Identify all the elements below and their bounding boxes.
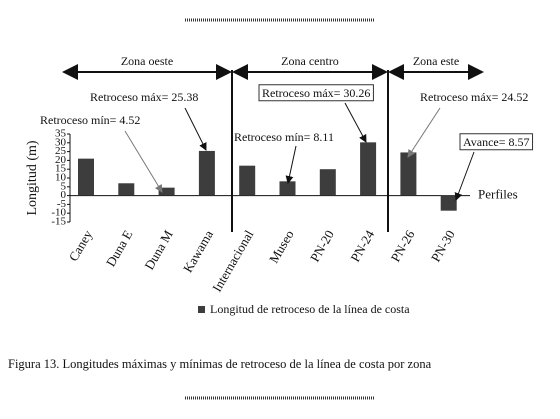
y-tick-label: 15 <box>55 163 67 175</box>
y-tick-label: 20 <box>55 154 67 166</box>
x-tick-label: PN-24 <box>347 227 377 264</box>
x-tick-label: Duna E <box>103 227 136 269</box>
annotation: Retroceso mín= 4.52 <box>40 113 140 127</box>
bar <box>400 152 417 196</box>
y-tick-label: 5 <box>61 180 67 192</box>
bar <box>198 150 215 196</box>
y-tick-label: -5 <box>57 198 67 210</box>
y-tick-label: 0 <box>61 189 67 201</box>
y-tick-label: 30 <box>55 136 67 148</box>
annotation-arrow <box>124 130 163 193</box>
x-tick-label: PN-30 <box>428 227 458 264</box>
x-tick-label: Kawama <box>180 227 216 275</box>
annotation-box <box>459 133 534 151</box>
y-tick-label: 25 <box>55 145 67 157</box>
zone-label: Zona este <box>413 54 459 68</box>
bar <box>279 181 296 196</box>
annotation-arrow <box>184 107 207 151</box>
x-tick-label: Museo <box>266 227 297 265</box>
x-tick-label: PN-26 <box>388 227 418 264</box>
bar <box>118 183 135 196</box>
y-tick-label: -15 <box>51 216 66 228</box>
annotation: Retroceso máx= 25.38 <box>90 90 198 104</box>
bar <box>319 169 336 196</box>
annotation: Retroceso máx= 30.26 <box>262 86 370 100</box>
bar <box>360 142 377 196</box>
x-tick-label: Caney <box>66 227 96 264</box>
y-tick-label: -10 <box>51 207 66 219</box>
x-tick-label: Duna M <box>141 227 176 272</box>
zone-label: Zona centro <box>281 54 339 68</box>
caption: Figura 13. Longitudes máximas y mínimas … <box>8 357 432 371</box>
bar <box>78 158 94 196</box>
y-axis-title: Longitud (m) <box>25 140 40 215</box>
annotation-arrow <box>454 151 475 201</box>
annotation: Retroceso máx= 24.52 <box>420 90 528 104</box>
annotation-arrow <box>344 102 367 143</box>
bar <box>440 195 457 211</box>
annotation-arrow <box>285 145 297 184</box>
x-tick-label: PN-20 <box>307 227 337 264</box>
legend-label: Longitud de retroceso de la línea de cos… <box>210 302 410 316</box>
y-tick-label: 35 <box>55 128 67 140</box>
x-axis-title: Perfiles <box>478 187 518 202</box>
annotation-box <box>258 84 374 102</box>
annotation: Avance= 8.57 <box>463 135 530 149</box>
annotation-arrow <box>407 107 441 158</box>
bar <box>158 187 175 196</box>
x-tick-label: Internacional <box>209 227 256 294</box>
legend-swatch <box>198 306 205 313</box>
y-tick-label: 10 <box>55 172 67 184</box>
bar <box>239 165 256 196</box>
zone-label: Zona oeste <box>121 54 173 68</box>
annotation: Retroceso mín= 8.11 <box>234 130 334 144</box>
